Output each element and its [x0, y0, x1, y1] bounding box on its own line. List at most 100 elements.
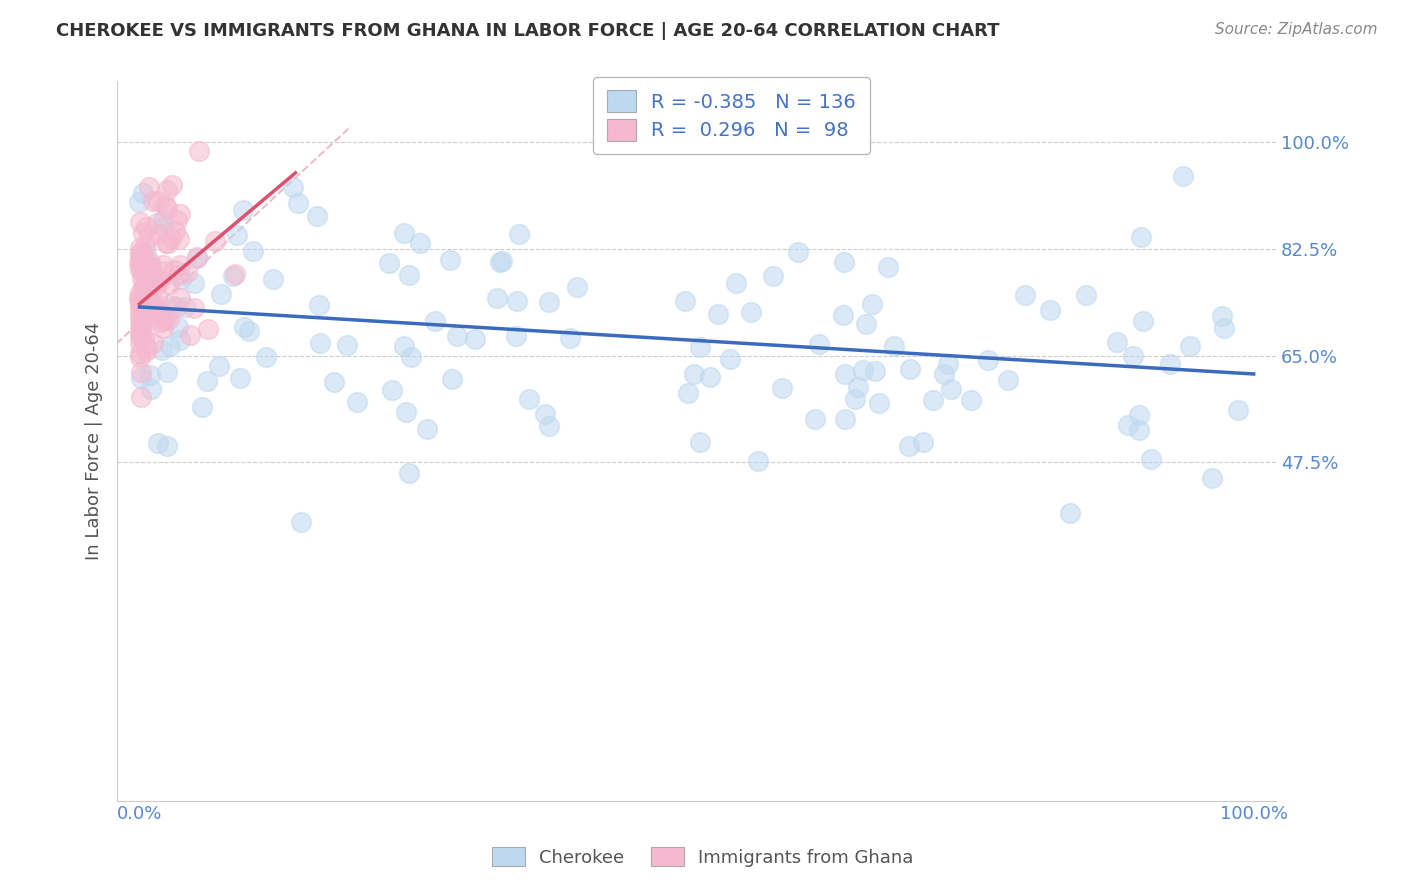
Point — [136, 295, 159, 310]
Point — [682, 367, 704, 381]
Point — [169, 272, 191, 286]
Point — [1212, 320, 1234, 334]
Point — [567, 280, 589, 294]
Point — [129, 296, 152, 310]
Point — [129, 254, 152, 268]
Point — [129, 319, 152, 334]
Point — [1105, 335, 1128, 350]
Point — [538, 418, 561, 433]
Point — [146, 272, 169, 286]
Point — [232, 203, 254, 218]
Point — [136, 342, 159, 356]
Point — [139, 259, 162, 273]
Point — [134, 297, 156, 311]
Point — [204, 234, 226, 248]
Point — [142, 336, 165, 351]
Point — [152, 321, 174, 335]
Point — [308, 298, 330, 312]
Point — [134, 287, 156, 301]
Point — [166, 213, 188, 227]
Point — [488, 254, 510, 268]
Point — [1226, 402, 1249, 417]
Point — [132, 186, 155, 201]
Point — [416, 422, 439, 436]
Point — [395, 405, 418, 419]
Point — [186, 250, 208, 264]
Point — [860, 297, 883, 311]
Point — [169, 207, 191, 221]
Point — [129, 299, 152, 313]
Point — [134, 279, 156, 293]
Point — [183, 301, 205, 315]
Point — [141, 298, 163, 312]
Point — [673, 294, 696, 309]
Point — [148, 310, 170, 324]
Point — [762, 268, 785, 283]
Point — [786, 245, 808, 260]
Point — [508, 227, 530, 241]
Point — [846, 380, 869, 394]
Point — [868, 396, 890, 410]
Point — [1122, 349, 1144, 363]
Point — [336, 338, 359, 352]
Point — [898, 362, 921, 376]
Point — [131, 331, 153, 345]
Point — [138, 180, 160, 194]
Point — [678, 385, 700, 400]
Point — [883, 339, 905, 353]
Point — [128, 336, 150, 351]
Point — [128, 250, 150, 264]
Point — [1159, 357, 1181, 371]
Point — [922, 392, 945, 407]
Point — [423, 314, 446, 328]
Point — [1201, 471, 1223, 485]
Point — [134, 303, 156, 318]
Point — [725, 276, 748, 290]
Point — [855, 317, 877, 331]
Point — [129, 263, 152, 277]
Point — [128, 310, 150, 325]
Point — [131, 281, 153, 295]
Point — [149, 299, 172, 313]
Point — [533, 407, 555, 421]
Point — [197, 322, 219, 336]
Point — [174, 300, 197, 314]
Point — [834, 412, 856, 426]
Point — [877, 260, 900, 275]
Point — [143, 279, 166, 293]
Point — [706, 307, 728, 321]
Point — [148, 227, 170, 242]
Point — [506, 294, 529, 309]
Point — [1173, 169, 1195, 183]
Point — [262, 272, 284, 286]
Point — [146, 436, 169, 450]
Point — [148, 194, 170, 209]
Point — [128, 194, 150, 209]
Point — [139, 382, 162, 396]
Point — [162, 178, 184, 192]
Point — [807, 337, 830, 351]
Point — [155, 201, 177, 215]
Point — [135, 246, 157, 260]
Point — [128, 345, 150, 359]
Point — [169, 333, 191, 347]
Point — [977, 352, 1000, 367]
Point — [146, 217, 169, 231]
Point — [132, 261, 155, 276]
Point — [146, 301, 169, 315]
Point — [146, 290, 169, 304]
Point — [176, 265, 198, 279]
Point — [155, 365, 177, 379]
Point — [152, 313, 174, 327]
Point — [290, 515, 312, 529]
Point — [131, 321, 153, 335]
Point — [135, 265, 157, 279]
Point — [163, 224, 186, 238]
Point — [152, 258, 174, 272]
Point — [169, 291, 191, 305]
Point — [186, 252, 208, 266]
Point — [832, 254, 855, 268]
Point — [936, 357, 959, 371]
Point — [150, 343, 173, 357]
Point — [740, 305, 762, 319]
